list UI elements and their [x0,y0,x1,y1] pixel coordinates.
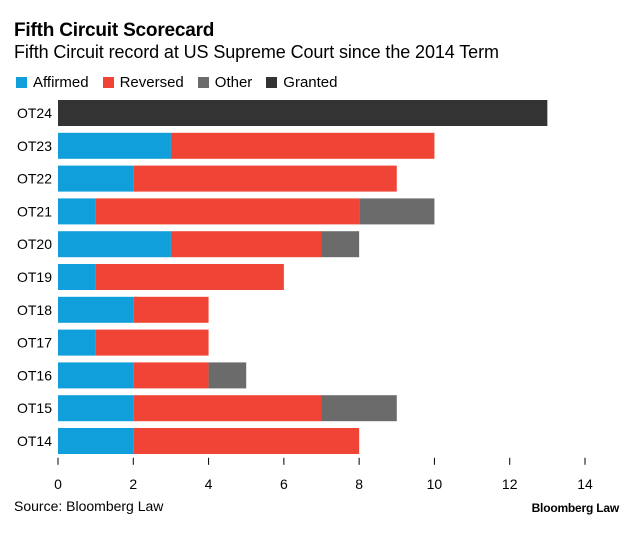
legend-label-reversed: Reversed [119,74,184,91]
legend-label-other: Other [214,74,253,91]
bar-segment-affirmed [58,428,134,454]
category-label: OT23 [17,138,52,154]
category-label: OT20 [17,236,52,252]
x-tick-label: 14 [577,476,593,492]
legend-swatch-granted [266,77,278,88]
legend-swatch-other [197,77,209,88]
category-label: OT19 [17,269,52,285]
legend-swatch-affirmed [16,77,27,88]
legend-item-affirmed: Affirmed [16,74,89,91]
chart-title: Fifth Circuit Scorecard [14,20,215,41]
chart-subtitle: Fifth Circuit record at US Supreme Court… [14,42,499,62]
bar-segment-other [321,395,397,422]
category-label: OT16 [17,367,52,383]
bar-segment-affirmed [58,329,96,356]
brand-logo: Bloomberg Law [531,501,620,515]
legend-swatch-reversed [102,77,114,88]
bar-segment-affirmed [58,362,134,389]
bar-segment-granted [58,100,548,126]
legend-item-granted: Granted [266,74,338,91]
x-tick-label: 0 [54,476,62,492]
category-label: OT14 [17,433,52,449]
legend-item-other: Other [197,74,253,91]
bar-segment-affirmed [58,132,171,159]
x-tick-label: 4 [205,476,213,492]
legend-item-reversed: Reversed [102,74,184,91]
category-label: OT17 [17,335,52,351]
bar-segment-reversed [133,395,322,422]
legend-label-granted: Granted [283,74,338,91]
bar-segment-reversed [133,362,209,389]
bar-segment-other [208,362,247,389]
x-tick-label: 6 [280,476,288,492]
bar-segment-reversed [170,231,322,258]
bar-segment-affirmed [58,231,171,258]
bar-segment-other [321,231,360,258]
category-label: OT21 [17,203,52,219]
legend: Affirmed Reversed Other Granted [16,74,338,91]
bar-segment-affirmed [58,198,96,225]
category-label: OT24 [17,105,52,121]
bar-segment-reversed [133,165,397,192]
x-tick-label: 2 [129,476,137,492]
bar-segment-reversed [95,198,360,225]
bar-segment-other [359,198,435,225]
bar-segment-reversed [95,264,284,290]
x-tick-label: 8 [355,476,363,492]
bar-segment-affirmed [58,395,134,422]
category-label: OT18 [17,302,52,318]
bar-segment-affirmed [58,264,96,290]
x-tick-label: 10 [427,476,443,492]
bar-segment-reversed [95,329,209,356]
bar-segment-affirmed [58,296,134,323]
bar-segment-affirmed [58,165,134,192]
x-tick-label: 12 [502,476,518,492]
category-label: OT15 [17,400,52,416]
legend-label-affirmed: Affirmed [33,74,89,91]
bar-segment-reversed [170,132,435,159]
category-label: OT22 [17,171,52,187]
bar-segment-reversed [133,428,360,454]
source-note: Source: Bloomberg Law [14,498,164,514]
bar-segment-reversed [133,296,209,323]
